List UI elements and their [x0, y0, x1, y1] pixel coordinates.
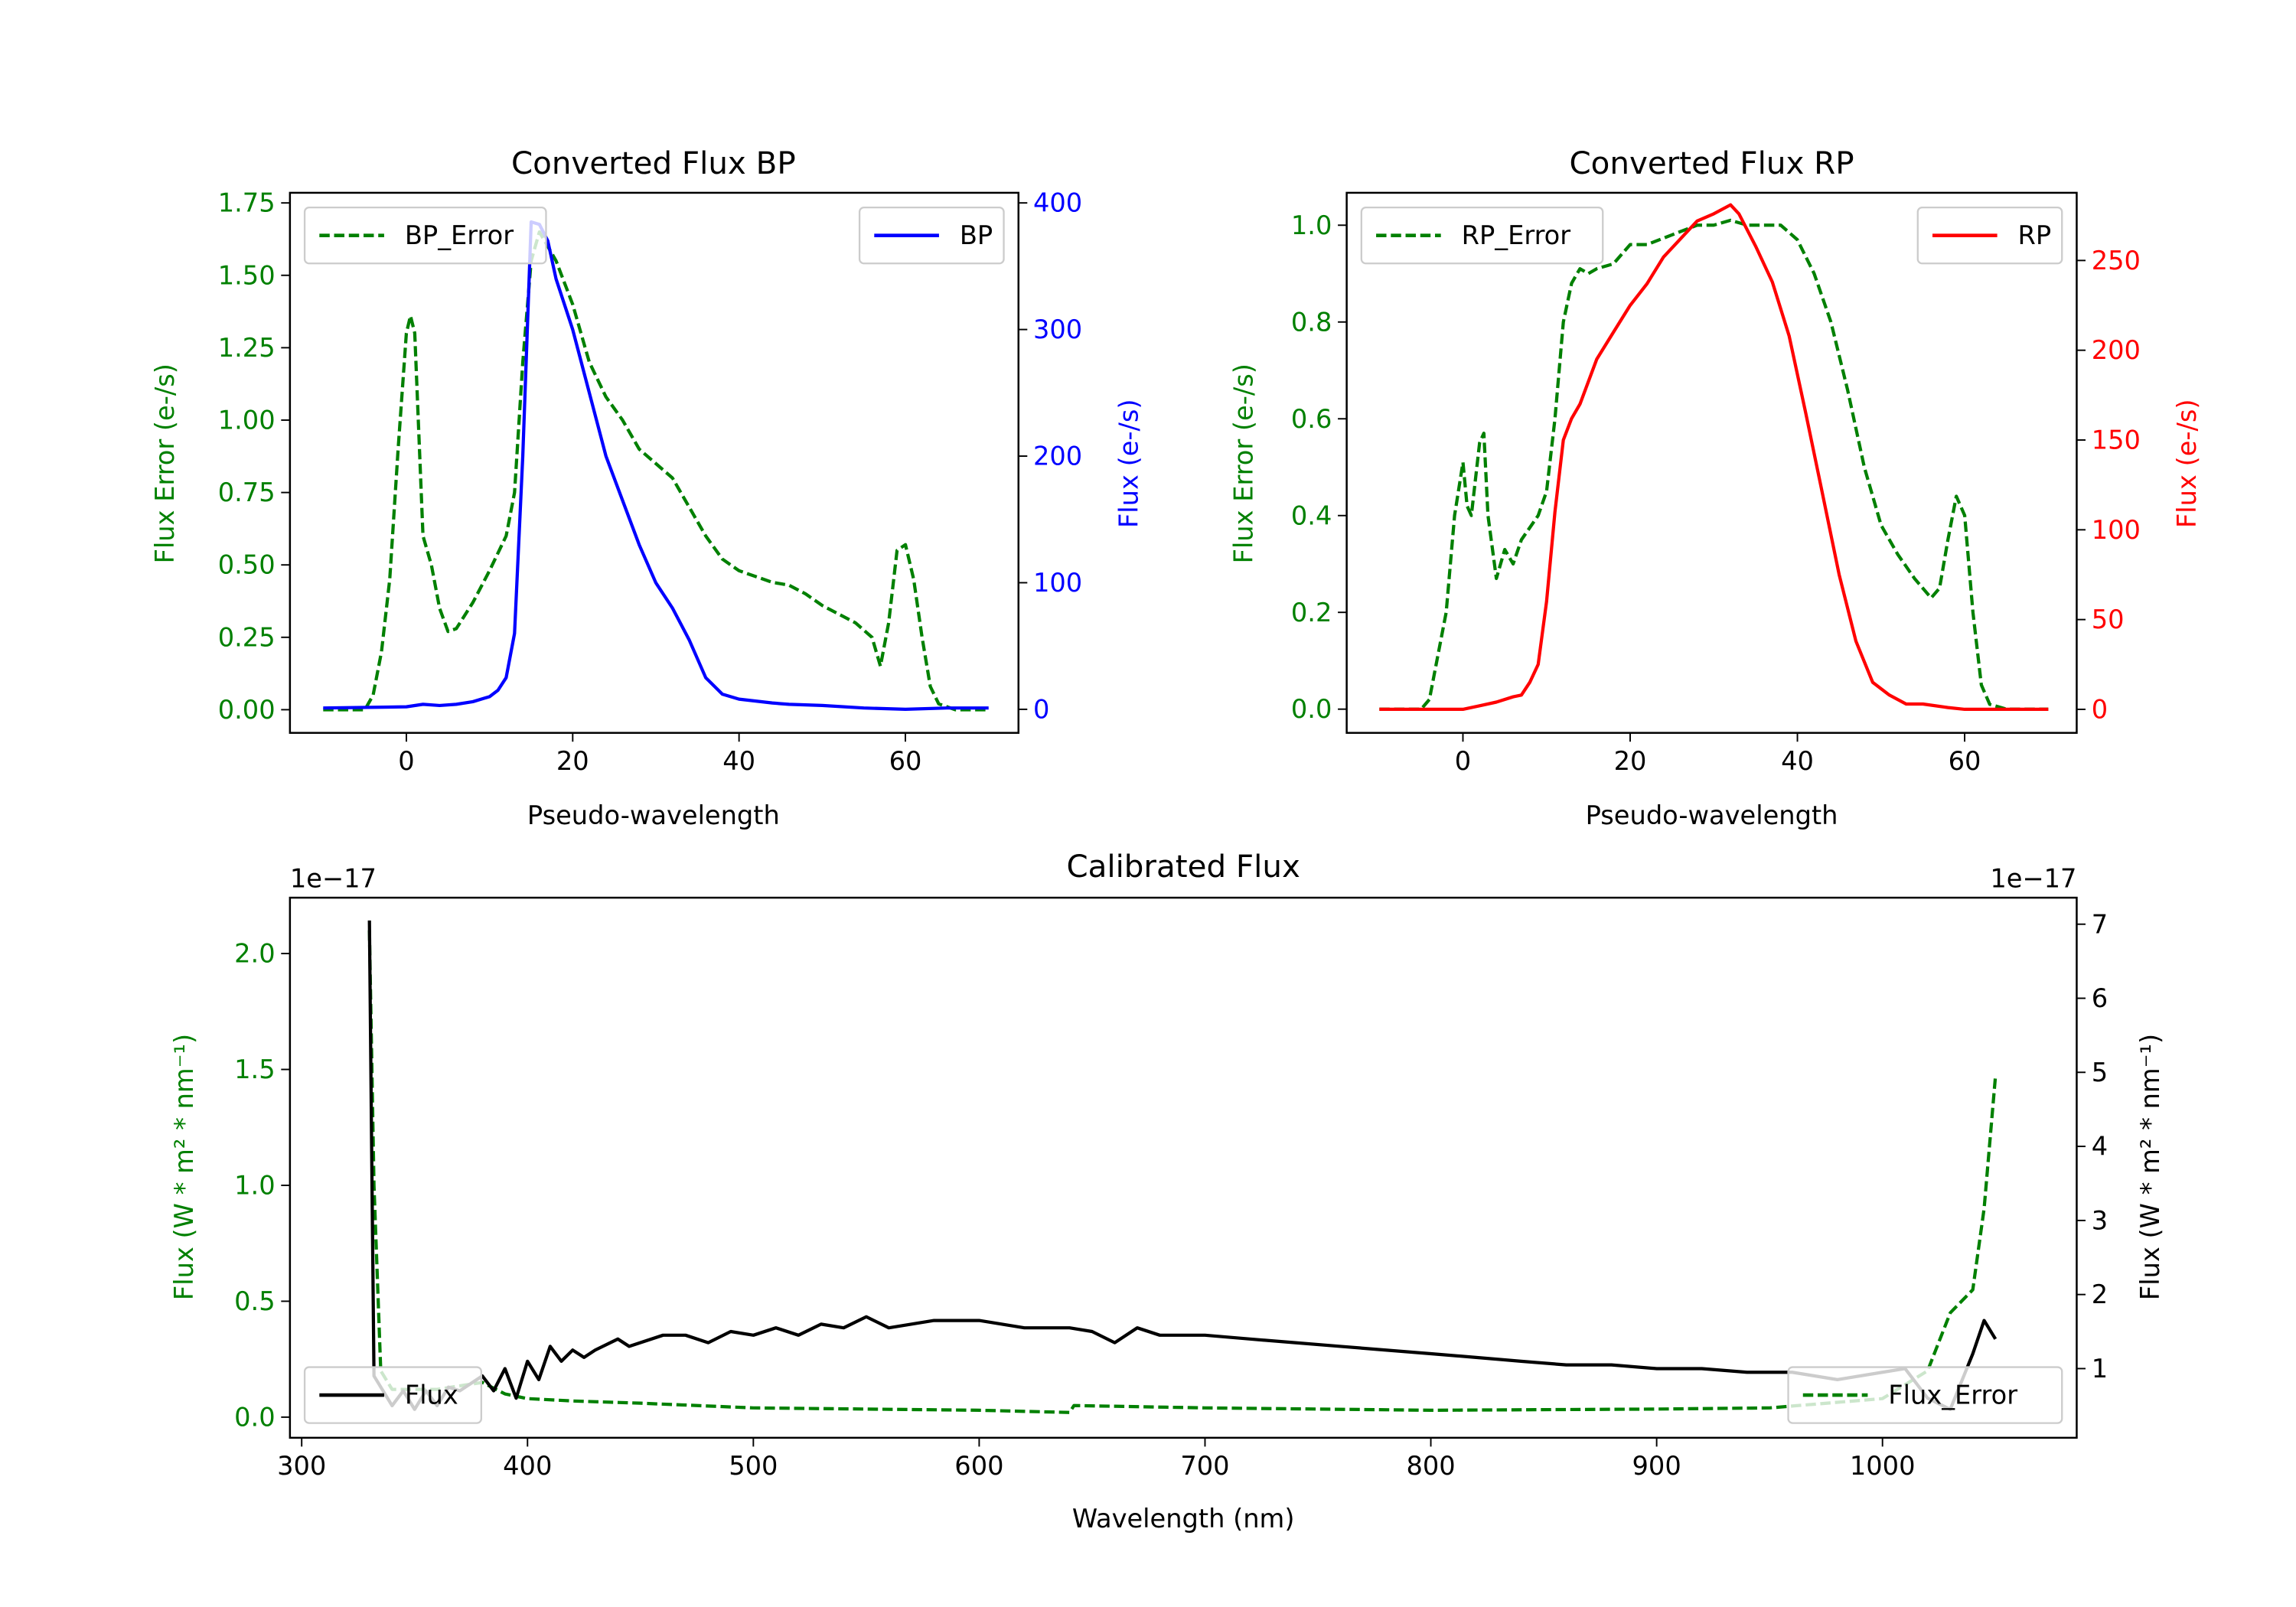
- calibrated-panel: Calibrated Flux Wavelength (nm) Flux (W …: [169, 849, 2165, 1534]
- y-right-tick-label: 200: [1033, 442, 1082, 471]
- y-left-tick-label: 0.4: [1291, 500, 1332, 530]
- y-right-tick-label: 250: [2092, 246, 2141, 275]
- cal-offset-right: 1e−17: [1990, 864, 2076, 894]
- y-left-tick-label: 0.6: [1291, 404, 1332, 434]
- y-left-tick-label: 1.50: [218, 260, 276, 290]
- y-left-tick-label: 1.5: [234, 1054, 276, 1084]
- x-tick-label: 20: [1614, 746, 1647, 776]
- legend-label: RP: [2018, 220, 2052, 250]
- bp-series-bp-error: [323, 230, 989, 712]
- y-left-tick-label: 1.0: [234, 1171, 276, 1201]
- y-left-tick-label: 0.5: [234, 1286, 276, 1316]
- x-tick-label: 40: [1781, 746, 1814, 776]
- cal-series-flux: [367, 920, 1998, 1411]
- cal-axes: 300 400 500 600 700 800 900 1000 0.0 0.5 1.0 1.5 2.0…: [234, 896, 2108, 1481]
- rp-axes: 0 20 40 60 0.0 0.2 0.4 0.6 0.8 1.0 0 50 100 150 200 250…: [1291, 191, 2141, 776]
- rp-panel: Converted Flux RP Pseudo-wavelength Flux…: [1229, 145, 2203, 830]
- y-right-tick-label: 200: [2092, 335, 2141, 365]
- x-tick-label: 20: [556, 746, 589, 776]
- y-left-tick-label: 1.00: [218, 406, 276, 435]
- y-right-tick-label: 5: [2092, 1058, 2108, 1087]
- cal-legend-flux: Flux: [303, 1366, 482, 1424]
- cal-frame: [289, 896, 2078, 1439]
- legend-box: [303, 1366, 482, 1424]
- x-tick-label: 500: [729, 1451, 778, 1481]
- y-left-tick-label: 0.50: [218, 550, 276, 580]
- rp-ylabel-right: Flux (e-/s): [2172, 399, 2202, 528]
- legend-label: Flux: [405, 1380, 458, 1410]
- legend-box: [1360, 207, 1604, 265]
- bp-panel: Converted Flux BP Pseudo-wavelength Flux…: [150, 145, 1144, 830]
- cal-legend-flux-error: Flux_Error: [1787, 1366, 2063, 1424]
- legend-box: [303, 207, 547, 265]
- legend-label: BP: [960, 220, 993, 250]
- cal-ylabel-left: Flux (W * m² * nm⁻¹): [169, 1034, 199, 1300]
- y-right-tick-label: 7: [2092, 909, 2108, 939]
- bp-series-bp: [323, 220, 989, 712]
- y-right-tick-label: 4: [2092, 1132, 2108, 1162]
- cal-ylabel-right: Flux (W * m² * nm⁻¹): [2135, 1034, 2165, 1300]
- y-right-tick-label: 6: [2092, 983, 2108, 1013]
- y-left-tick-label: 0.8: [1291, 307, 1332, 337]
- y-left-tick-label: 0.00: [218, 695, 276, 725]
- cal-title: Calibrated Flux: [1066, 849, 1300, 885]
- x-tick-label: 0: [398, 746, 414, 776]
- x-tick-label: 40: [722, 746, 755, 776]
- y-right-tick-label: 400: [1033, 188, 1082, 218]
- x-tick-label: 400: [503, 1451, 552, 1481]
- y-right-tick-label: 100: [1033, 568, 1082, 598]
- bp-ylabel-left: Flux Error (e-/s): [150, 363, 180, 563]
- legend-label: Flux_Error: [1888, 1380, 2017, 1410]
- cal-xlabel: Wavelength (nm): [1072, 1504, 1295, 1534]
- bp-ylabel-right: Flux (e-/s): [1114, 399, 1144, 528]
- bp-legend-bp: BP: [858, 207, 1005, 265]
- y-right-tick-label: 1: [2092, 1354, 2108, 1384]
- rp-series-rp: [1379, 203, 2049, 712]
- y-left-tick-label: 0.0: [1291, 694, 1332, 724]
- x-tick-label: 600: [954, 1451, 1003, 1481]
- y-left-tick-label: 0.25: [218, 622, 276, 652]
- y-left-tick-label: 2.0: [234, 939, 276, 969]
- rp-frame: [1345, 191, 2078, 734]
- rp-xlabel: Pseudo-wavelength: [1586, 800, 1838, 830]
- rp-legend-rp-error: RP_Error: [1360, 207, 1604, 265]
- bp-title: Converted Flux BP: [511, 145, 796, 181]
- x-tick-label: 800: [1406, 1451, 1455, 1481]
- bp-frame: [289, 191, 1020, 734]
- x-tick-label: 60: [1949, 746, 1981, 776]
- x-tick-label: 900: [1632, 1451, 1681, 1481]
- y-left-tick-label: 1.25: [218, 333, 276, 363]
- rp-ylabel-left: Flux Error (e-/s): [1229, 363, 1259, 563]
- y-right-tick-label: 300: [1033, 315, 1082, 344]
- legend-label: BP_Error: [405, 220, 514, 250]
- y-right-tick-label: 2: [2092, 1279, 2108, 1309]
- y-right-tick-label: 50: [2092, 605, 2125, 634]
- y-right-tick-label: 100: [2092, 515, 2141, 545]
- x-tick-label: 0: [1455, 746, 1471, 776]
- y-left-tick-label: 1.75: [218, 188, 276, 218]
- x-tick-label: 1000: [1850, 1451, 1916, 1481]
- bp-axes: 0 20 40 60 0.00 0.25 0.50 0.75 1.00 1.25 1.50 1.75 0…: [218, 188, 1083, 776]
- bp-xlabel: Pseudo-wavelength: [527, 800, 780, 830]
- y-left-tick-label: 0.2: [1291, 598, 1332, 627]
- rp-title: Converted Flux RP: [1569, 145, 1854, 181]
- y-right-tick-label: 0: [2092, 694, 2108, 724]
- y-right-tick-label: 0: [1033, 694, 1049, 724]
- y-left-tick-label: 0.0: [234, 1402, 276, 1432]
- x-tick-label: 700: [1180, 1451, 1229, 1481]
- bp-legend-bp-error: BP_Error: [303, 207, 547, 265]
- x-tick-label: 60: [889, 746, 922, 776]
- legend-label: RP_Error: [1462, 220, 1571, 250]
- legend-box: [1787, 1366, 2063, 1424]
- y-right-tick-label: 3: [2092, 1205, 2108, 1235]
- y-left-tick-label: 0.75: [218, 478, 276, 507]
- rp-legend-rp: RP: [1916, 207, 2063, 265]
- y-left-tick-label: 1.0: [1291, 210, 1332, 240]
- y-right-tick-label: 150: [2092, 425, 2141, 455]
- rp-series-rp-error: [1379, 218, 2049, 711]
- x-tick-label: 300: [277, 1451, 326, 1481]
- cal-series-flux-error: [367, 930, 1998, 1414]
- cal-offset-left: 1e−17: [290, 864, 377, 894]
